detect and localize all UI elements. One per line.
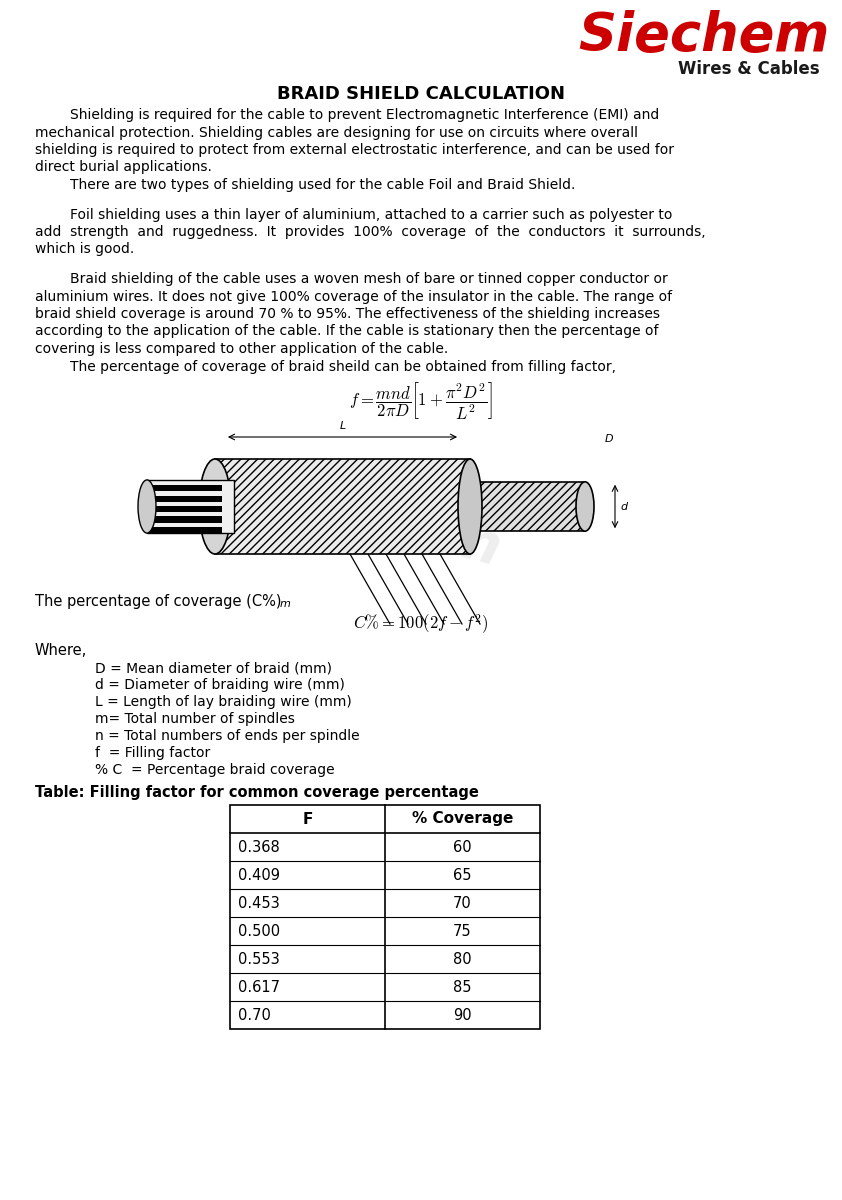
Bar [147,480,234,533]
Text: add  strength  and  ruggedness.  It  provides  100%  coverage  of  the  conducto: add strength and ruggedness. It provides… [35,226,706,239]
Text: L = Length of lay braiding wire (mm): L = Length of lay braiding wire (mm) [95,695,352,709]
Text: f  = Filling factor: f = Filling factor [95,746,210,760]
Text: 0.70: 0.70 [238,1008,271,1022]
Text: direct burial applications.: direct burial applications. [35,161,212,174]
Text: m= Total number of spindles: m= Total number of spindles [95,712,295,726]
Text: Shielding is required for the cable to prevent Electromagnetic Interference (EMI: Shielding is required for the cable to p… [35,108,659,122]
Text: 0.500: 0.500 [238,924,280,938]
Text: 75: 75 [453,924,472,938]
Text: Foil shielding uses a thin layer of aluminium, attached to a carrier such as pol: Foil shielding uses a thin layer of alum… [35,208,673,222]
Bar [147,496,222,502]
Text: 0.368: 0.368 [238,840,280,854]
Text: The percentage of coverage (C%): The percentage of coverage (C%) [35,594,281,608]
Text: % Coverage: % Coverage [412,811,513,827]
Bar [470,481,585,532]
Bar [147,485,222,492]
Text: F: F [302,811,312,827]
Text: 0.617: 0.617 [238,979,280,995]
Text: braid shield coverage is around 70 % to 95%. The effectiveness of the shielding : braid shield coverage is around 70 % to … [35,307,660,320]
Text: which is good.: which is good. [35,242,134,257]
Text: 80: 80 [453,952,472,966]
Text: shielding is required to protect from external electrostatic interference, and c: shielding is required to protect from ex… [35,143,674,157]
Text: $C\% = 100(2f - f^{2})$: $C\% = 100(2f - f^{2})$ [354,613,488,636]
Ellipse shape [458,458,482,554]
Text: 60: 60 [453,840,472,854]
Bar [147,516,222,523]
Text: 0.453: 0.453 [238,895,280,911]
Text: L: L [339,421,345,431]
Bar [215,458,470,554]
Text: 90: 90 [453,1008,472,1022]
Text: 70: 70 [453,895,472,911]
Text: Table: Filling factor for common coverage percentage: Table: Filling factor for common coverag… [35,785,479,800]
Text: d: d [620,502,627,511]
Ellipse shape [576,481,594,532]
Text: 85: 85 [453,979,472,995]
Bar [147,527,222,533]
Text: $f = \dfrac{mnd}{2\pi D}\left[1 + \dfrac{\pi^{2}D^{2}}{L^{2}}\right]$: $f = \dfrac{mnd}{2\pi D}\left[1 + \dfrac… [349,382,493,422]
Text: Where,: Where, [35,643,88,658]
Text: 65: 65 [453,868,472,882]
Text: Siechem: Siechem [237,456,507,577]
Text: D: D [605,434,614,444]
Text: Wires & Cables: Wires & Cables [679,60,820,78]
Text: The percentage of coverage of braid sheild can be obtained from filling factor,: The percentage of coverage of braid shei… [35,360,616,373]
Text: D = Mean diameter of braid (mm): D = Mean diameter of braid (mm) [95,661,332,674]
Text: BRAID SHIELD CALCULATION: BRAID SHIELD CALCULATION [277,85,565,103]
Ellipse shape [199,458,231,554]
Text: Braid shielding of the cable uses a woven mesh of bare or tinned copper conducto: Braid shielding of the cable uses a wove… [35,272,668,286]
Text: m: m [280,599,290,608]
Text: n = Total numbers of ends per spindle: n = Total numbers of ends per spindle [95,728,360,743]
Text: mechanical protection. Shielding cables are designing for use on circuits where : mechanical protection. Shielding cables … [35,126,638,139]
Text: covering is less compared to other application of the cable.: covering is less compared to other appli… [35,342,448,356]
Text: aluminium wires. It does not give 100% coverage of the insulator in the cable. T: aluminium wires. It does not give 100% c… [35,289,672,304]
Text: There are two types of shielding used for the cable Foil and Braid Shield.: There are two types of shielding used fo… [35,178,575,192]
Bar [147,506,222,512]
Text: 0.553: 0.553 [238,952,280,966]
Text: Siechem: Siechem [578,10,830,62]
Text: % C  = Percentage braid coverage: % C = Percentage braid coverage [95,763,334,778]
Text: 0.409: 0.409 [238,868,280,882]
Text: according to the application of the cable. If the cable is stationary then the p: according to the application of the cabl… [35,324,658,338]
Ellipse shape [138,480,156,533]
Bar [230,805,540,1028]
Text: d = Diameter of braiding wire (mm): d = Diameter of braiding wire (mm) [95,678,345,692]
